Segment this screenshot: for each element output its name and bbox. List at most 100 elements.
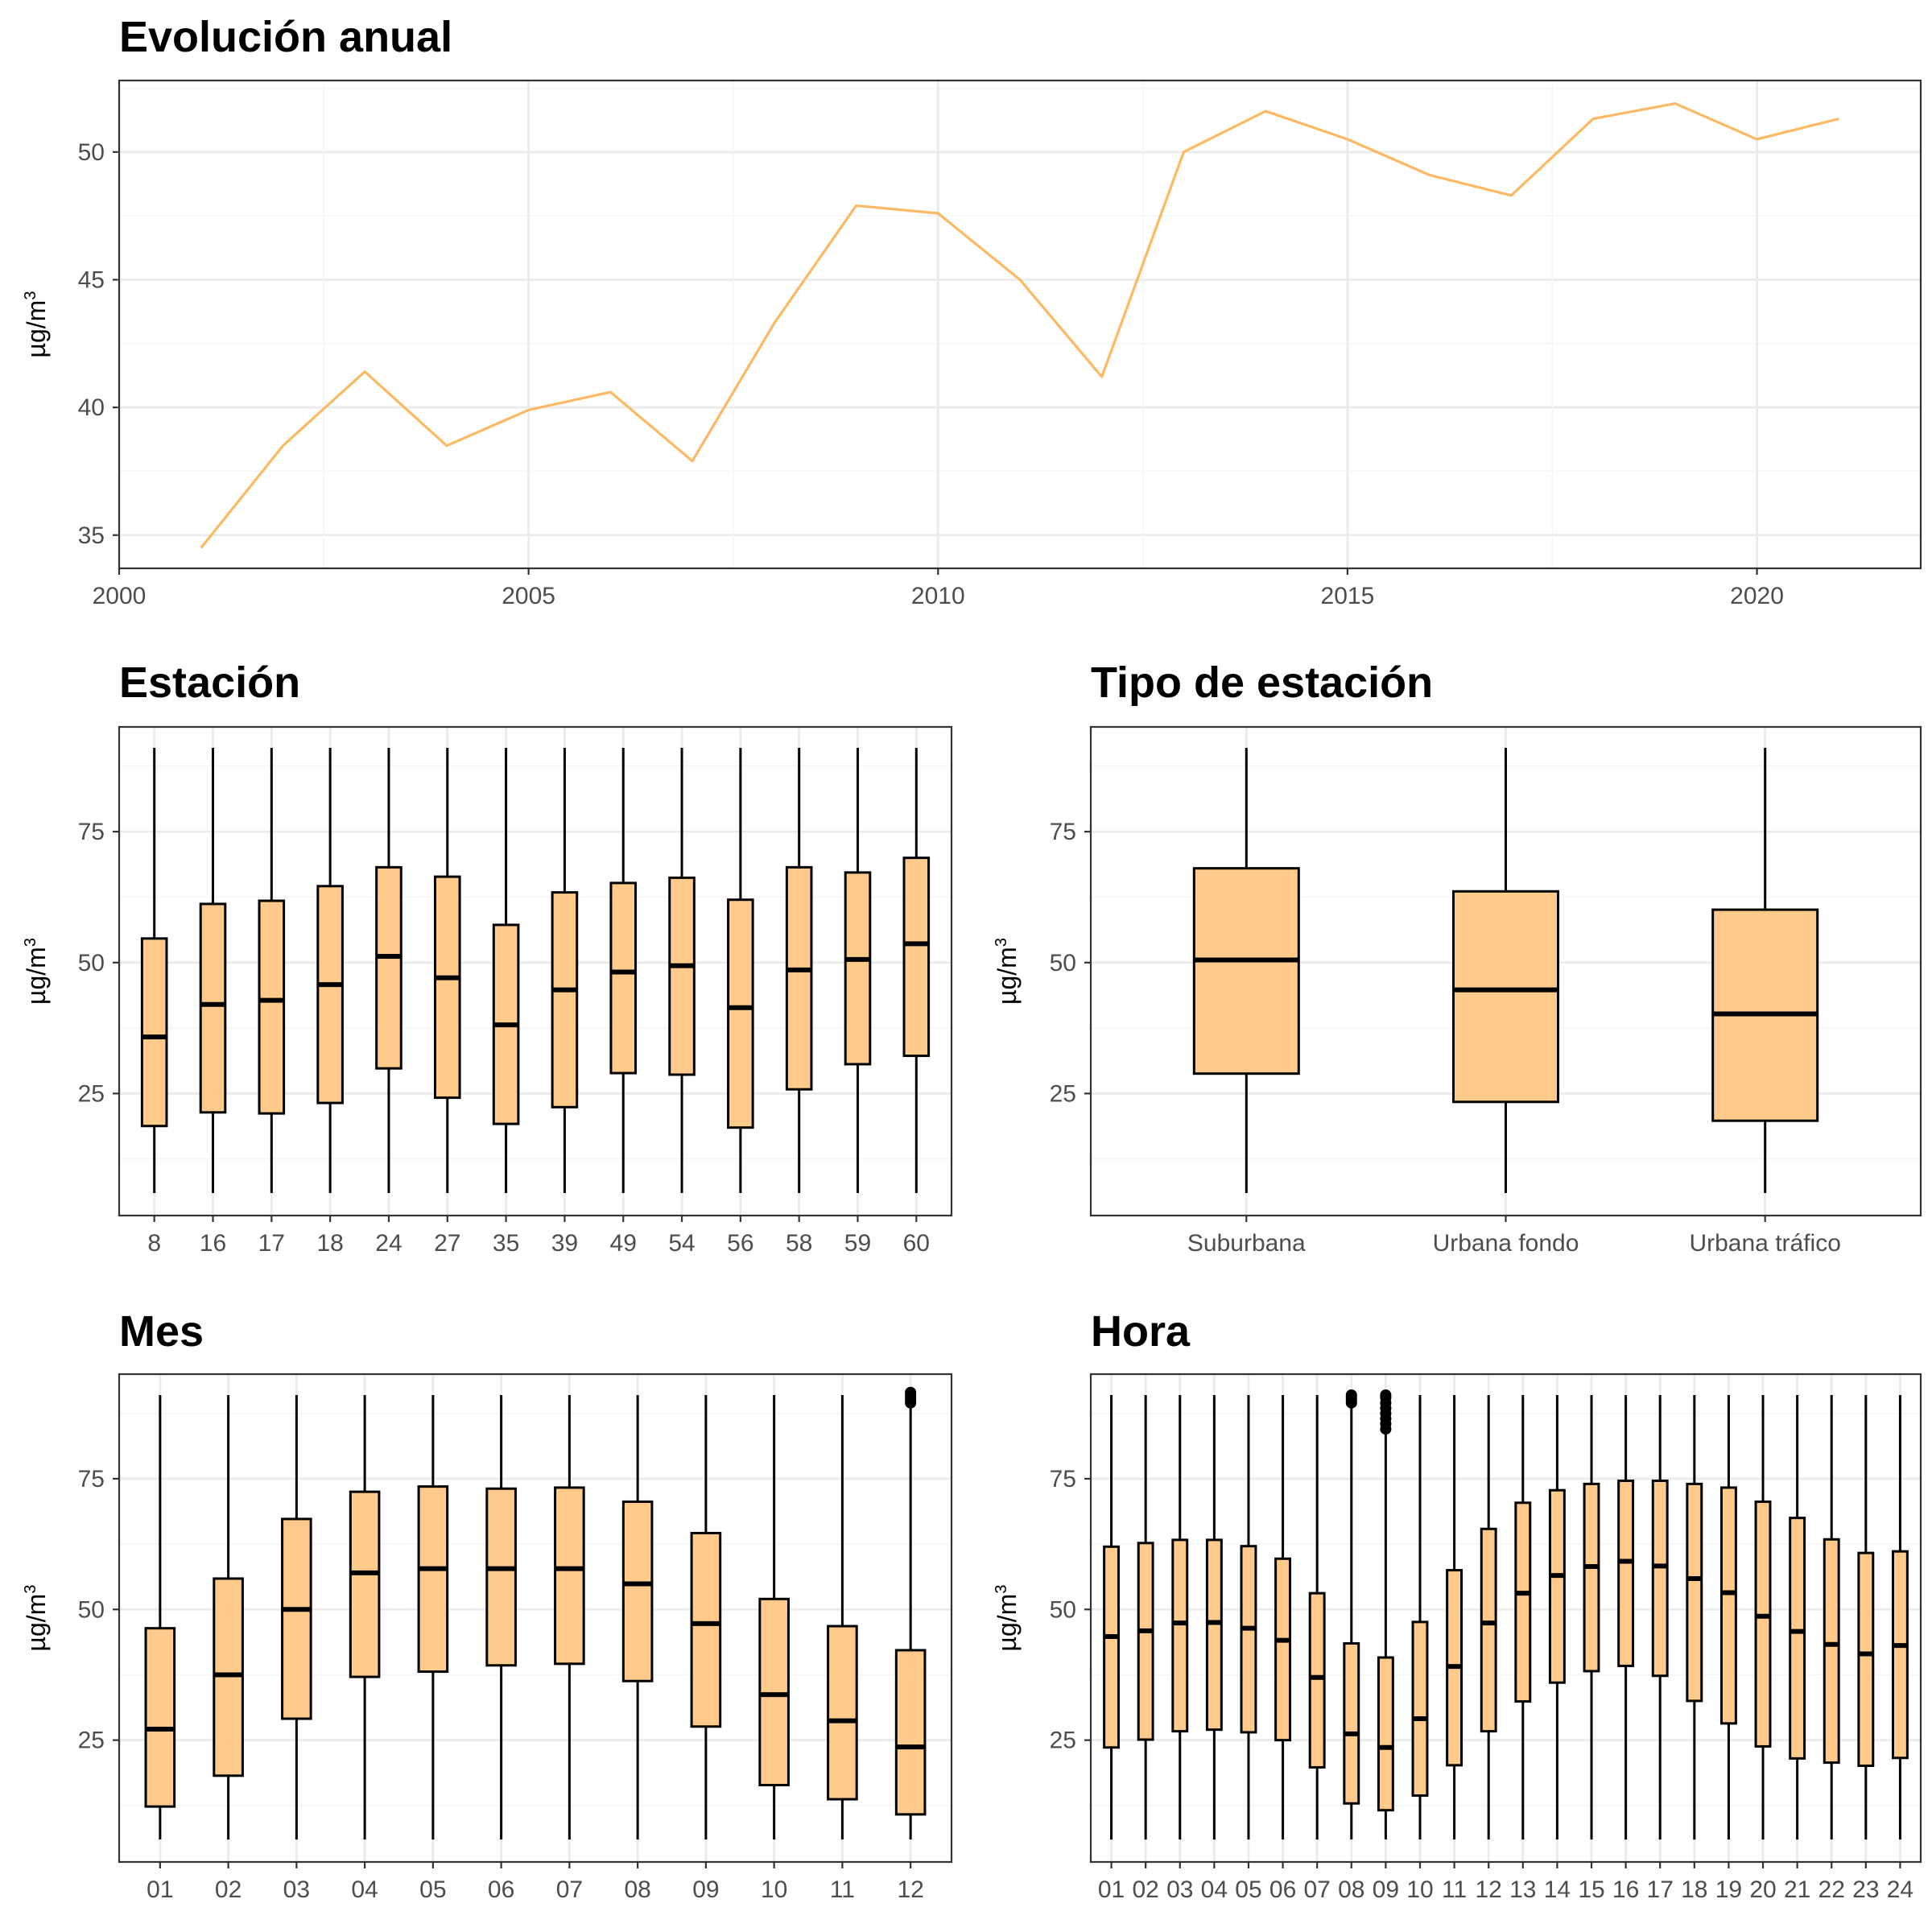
mes-ylabel-superscript: 3	[22, 1585, 39, 1594]
estacion-ylabel-text: µg/m	[22, 947, 51, 1005]
estacion-box-17	[258, 748, 286, 1194]
hora-outlier-point	[1345, 1389, 1357, 1401]
hora-title: Hora	[1091, 1307, 1191, 1356]
hora-box-12	[1480, 1394, 1497, 1840]
estacion-title: Estación	[119, 658, 300, 707]
mes-box-01	[144, 1394, 176, 1840]
hora-box-iqr	[1411, 1620, 1429, 1798]
hora-xtick-label: 12	[1476, 1876, 1502, 1903]
estacion-xtick-label: 49	[610, 1230, 637, 1257]
hora-ylabel-superscript: 3	[993, 1585, 1010, 1594]
estacion-xtick-label: 18	[316, 1230, 343, 1257]
annual-ylabel-superscript: 3	[22, 291, 39, 300]
hora-box-iqr	[1583, 1482, 1600, 1673]
tipo-box-iqr	[1452, 890, 1559, 1104]
mes-box-07	[554, 1394, 585, 1840]
annual-ylabel: µg/m3	[22, 291, 51, 358]
hora-box-20	[1754, 1394, 1772, 1840]
annual-ytick-label: 50	[78, 139, 105, 166]
hora-box-13	[1514, 1394, 1532, 1840]
hora-xtick-label: 20	[1749, 1876, 1776, 1903]
hora-box-21	[1789, 1394, 1806, 1840]
tipo-xtick-label: Urbana fondo	[1433, 1230, 1579, 1257]
hora-box-16	[1617, 1394, 1635, 1840]
mes-ytick-label: 75	[78, 1466, 105, 1492]
hora-box-iqr	[1240, 1545, 1257, 1734]
estacion-box-35	[492, 748, 520, 1194]
mes-panel: Mes µg/m3 25 50 75 01 02 03 04 05 06 07 08 09 10 11 12	[22, 1307, 953, 1903]
annual-panel-bg	[119, 80, 1921, 568]
annual-series-line	[200, 101, 1839, 549]
estacion-box-8	[140, 748, 168, 1194]
estacion-panel-bg	[119, 727, 952, 1216]
hora-xtick-label: 10	[1406, 1876, 1433, 1903]
estacion-box-iqr	[551, 891, 579, 1108]
hora-box-iqr	[1789, 1517, 1806, 1760]
mes-box-iqr	[417, 1485, 449, 1674]
estacion-xtick-label: 58	[786, 1230, 812, 1257]
mes-box-04	[349, 1394, 381, 1840]
hora-xtick-label: 19	[1715, 1876, 1742, 1903]
hora-ylabel-text: µg/m	[993, 1594, 1022, 1652]
hora-xtick-label: 01	[1098, 1876, 1125, 1903]
hora-box-iqr	[1137, 1542, 1154, 1741]
mes-ylabel: µg/m3	[22, 1585, 51, 1652]
estacion-ytick-label: 25	[78, 1080, 105, 1107]
hora-ylabel: µg/m3	[993, 1585, 1022, 1652]
tipo-panel-border	[1089, 725, 1922, 1217]
mes-xtick-label: 02	[215, 1876, 242, 1903]
hora-box-08	[1343, 1389, 1360, 1840]
hora-box-iqr	[1205, 1538, 1223, 1732]
hora-ytick-label: 75	[1050, 1466, 1076, 1492]
hora-xtick-label: 16	[1612, 1876, 1639, 1903]
mes-xtick-label: 11	[830, 1876, 855, 1903]
hora-box-iqr	[1308, 1591, 1326, 1769]
mes-title: Mes	[119, 1307, 204, 1356]
mes-box-06	[485, 1394, 517, 1840]
estacion-box-iqr	[668, 876, 696, 1076]
estacion-box-59	[844, 748, 872, 1194]
hora-box-01	[1103, 1394, 1121, 1840]
estacion-box-39	[551, 748, 579, 1194]
mes-box-iqr	[554, 1486, 585, 1666]
estacion-box-16	[199, 748, 227, 1194]
mes-xtick-label: 08	[624, 1876, 650, 1903]
hora-box-iqr	[1651, 1480, 1669, 1678]
estacion-xtick-label: 60	[903, 1230, 930, 1257]
hora-xtick-label: 02	[1132, 1876, 1158, 1903]
annual-xtick-label: 2015	[1321, 583, 1375, 609]
hora-outlier-point	[1380, 1389, 1392, 1401]
mes-box-03	[281, 1394, 312, 1840]
hora-xtick-label: 18	[1681, 1876, 1707, 1903]
estacion-xtick-label: 54	[668, 1230, 695, 1257]
mes-xtick-label: 09	[692, 1876, 719, 1903]
mes-box-02	[213, 1394, 244, 1840]
mes-ylabel-text: µg/m	[22, 1594, 51, 1652]
tipo-box-Suburbana	[1192, 748, 1300, 1194]
hora-xtick-label: 21	[1784, 1876, 1810, 1903]
mes-xtick-label: 06	[488, 1876, 514, 1903]
hora-xtick-label: 07	[1303, 1876, 1330, 1903]
estacion-panel-border	[118, 725, 953, 1217]
estacion-box-60	[902, 748, 931, 1194]
hora-box-19	[1719, 1394, 1737, 1840]
hora-box-23	[1857, 1394, 1875, 1840]
tipo-ylabel-superscript: 3	[993, 938, 1010, 947]
estacion-ylabel-superscript: 3	[22, 938, 39, 947]
mes-box-10	[758, 1394, 790, 1840]
tipo-ytick-label: 75	[1050, 819, 1076, 845]
estacion-box-54	[668, 748, 696, 1194]
hora-xtick-label: 09	[1373, 1876, 1399, 1903]
estacion-box-iqr	[727, 898, 754, 1129]
hora-box-iqr	[1719, 1486, 1737, 1725]
estacion-xtick-label: 39	[551, 1230, 578, 1257]
mes-panel-border	[118, 1373, 953, 1864]
estacion-box-iqr	[140, 937, 168, 1128]
annual-ytick-label: 45	[78, 266, 105, 293]
hora-box-iqr	[1548, 1488, 1566, 1684]
estacion-xtick-label: 8	[147, 1230, 161, 1257]
mes-box-08	[621, 1394, 654, 1840]
annual-xtick-label: 2020	[1730, 583, 1784, 609]
estacion-box-27	[433, 748, 461, 1194]
hora-box-iqr	[1754, 1500, 1772, 1748]
